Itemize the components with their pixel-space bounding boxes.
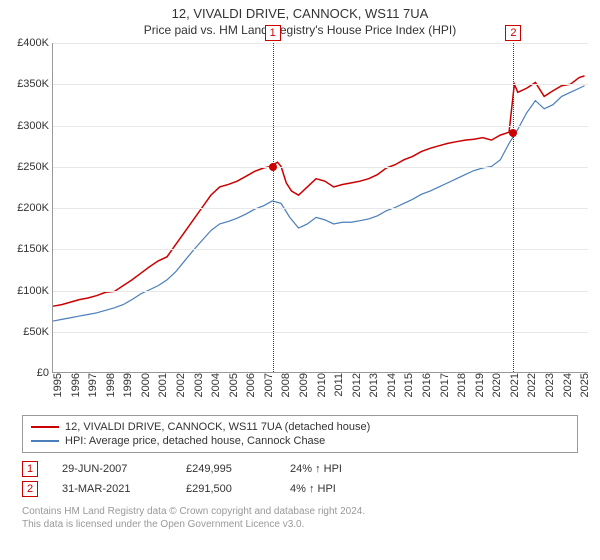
y-axis-label: £250K	[17, 161, 53, 173]
x-axis-label: 2004	[210, 373, 222, 397]
x-axis-label: 2011	[333, 373, 345, 397]
legend-label: HPI: Average price, detached house, Cann…	[65, 435, 325, 447]
x-axis-label: 2016	[421, 373, 433, 397]
x-axis-labels: 1995 1996 1997 1998 1999 2000 2001 2002 2003 2004…	[52, 373, 588, 409]
series-line	[53, 86, 585, 321]
sale-price: £249,995	[186, 463, 266, 475]
x-axis-label: 2018	[456, 373, 468, 397]
legend-item: HPI: Average price, detached house, Cann…	[31, 434, 569, 448]
x-axis-label: 1996	[70, 373, 82, 397]
chart-title: 12, VIVALDI DRIVE, CANNOCK, WS11 7UA	[0, 6, 600, 21]
grid-line	[53, 43, 588, 44]
legend-swatch	[31, 426, 59, 428]
sale-date: 31-MAR-2021	[62, 483, 162, 495]
sales-table: 1 29-JUN-2007 £249,995 24% ↑ HPI 2 31-MAR-202…	[22, 459, 578, 499]
x-axis-label: 2017	[439, 373, 451, 397]
series-line	[53, 76, 585, 306]
x-axis-label: 2015	[403, 373, 415, 397]
legend-label: 12, VIVALDI DRIVE, CANNOCK, WS11 7UA (de…	[65, 421, 370, 433]
grid-line	[53, 208, 588, 209]
x-axis-label: 2009	[298, 373, 310, 397]
sale-date: 29-JUN-2007	[62, 463, 162, 475]
sale-marker-box: 2	[505, 25, 521, 41]
x-axis-label: 2012	[351, 373, 363, 397]
x-axis-label: 2007	[263, 373, 275, 397]
legend-swatch	[31, 440, 59, 442]
x-axis-label: 2001	[157, 373, 169, 397]
sale-marker-line	[273, 43, 274, 372]
sale-point-dot	[509, 129, 517, 137]
x-axis-label: 2022	[526, 373, 538, 397]
x-axis-label: 2002	[175, 373, 187, 397]
sale-row-marker: 1	[22, 461, 38, 477]
sale-marker-box: 1	[265, 25, 281, 41]
y-axis-label: £0	[37, 367, 53, 379]
y-axis-label: £100K	[17, 285, 53, 297]
x-axis-label: 2019	[474, 373, 486, 397]
x-axis-label: 2008	[280, 373, 292, 397]
legend-item: 12, VIVALDI DRIVE, CANNOCK, WS11 7UA (de…	[31, 420, 569, 434]
sale-price: £291,500	[186, 483, 266, 495]
footer-line: This data is licensed under the Open Gov…	[22, 518, 578, 531]
footer-line: Contains HM Land Registry data © Crown c…	[22, 505, 578, 518]
x-axis-label: 2003	[193, 373, 205, 397]
x-axis-label: 2005	[228, 373, 240, 397]
y-axis-label: £200K	[17, 202, 53, 214]
grid-line	[53, 249, 588, 250]
legend-box: 12, VIVALDI DRIVE, CANNOCK, WS11 7UA (de…	[22, 415, 578, 453]
x-axis-label: 1995	[52, 373, 64, 397]
x-axis-label: 2000	[140, 373, 152, 397]
sale-delta: 24% ↑ HPI	[290, 463, 342, 475]
y-axis-label: £150K	[17, 243, 53, 255]
grid-line	[53, 126, 588, 127]
grid-line	[53, 84, 588, 85]
y-axis-label: £350K	[17, 78, 53, 90]
sale-marker-line	[513, 43, 514, 372]
x-axis-label: 2013	[368, 373, 380, 397]
x-axis-label: 1997	[87, 373, 99, 397]
plot-area: £0£50K£100K£150K£200K£250K£300K£350K£400…	[52, 43, 588, 373]
sale-row: 2 31-MAR-2021 £291,500 4% ↑ HPI	[22, 479, 578, 499]
x-axis-label: 2010	[316, 373, 328, 397]
x-axis-label: 2024	[562, 373, 574, 397]
sale-point-dot	[269, 163, 277, 171]
x-axis-label: 2014	[386, 373, 398, 397]
x-axis-label: 2020	[491, 373, 503, 397]
y-axis-label: £300K	[17, 120, 53, 132]
grid-line	[53, 332, 588, 333]
y-axis-label: £50K	[23, 326, 53, 338]
y-axis-label: £400K	[17, 37, 53, 49]
x-axis-label: 2023	[544, 373, 556, 397]
footer-attribution: Contains HM Land Registry data © Crown c…	[22, 505, 578, 531]
x-axis-label: 1999	[122, 373, 134, 397]
sale-row: 1 29-JUN-2007 £249,995 24% ↑ HPI	[22, 459, 578, 479]
grid-line	[53, 291, 588, 292]
x-axis-label: 2021	[509, 373, 521, 397]
grid-line	[53, 167, 588, 168]
chart-container: £0£50K£100K£150K£200K£250K£300K£350K£400…	[10, 43, 590, 409]
sale-delta: 4% ↑ HPI	[290, 483, 336, 495]
sale-row-marker: 2	[22, 481, 38, 497]
x-axis-label: 2025	[579, 373, 591, 397]
x-axis-label: 2006	[245, 373, 257, 397]
x-axis-label: 1998	[105, 373, 117, 397]
